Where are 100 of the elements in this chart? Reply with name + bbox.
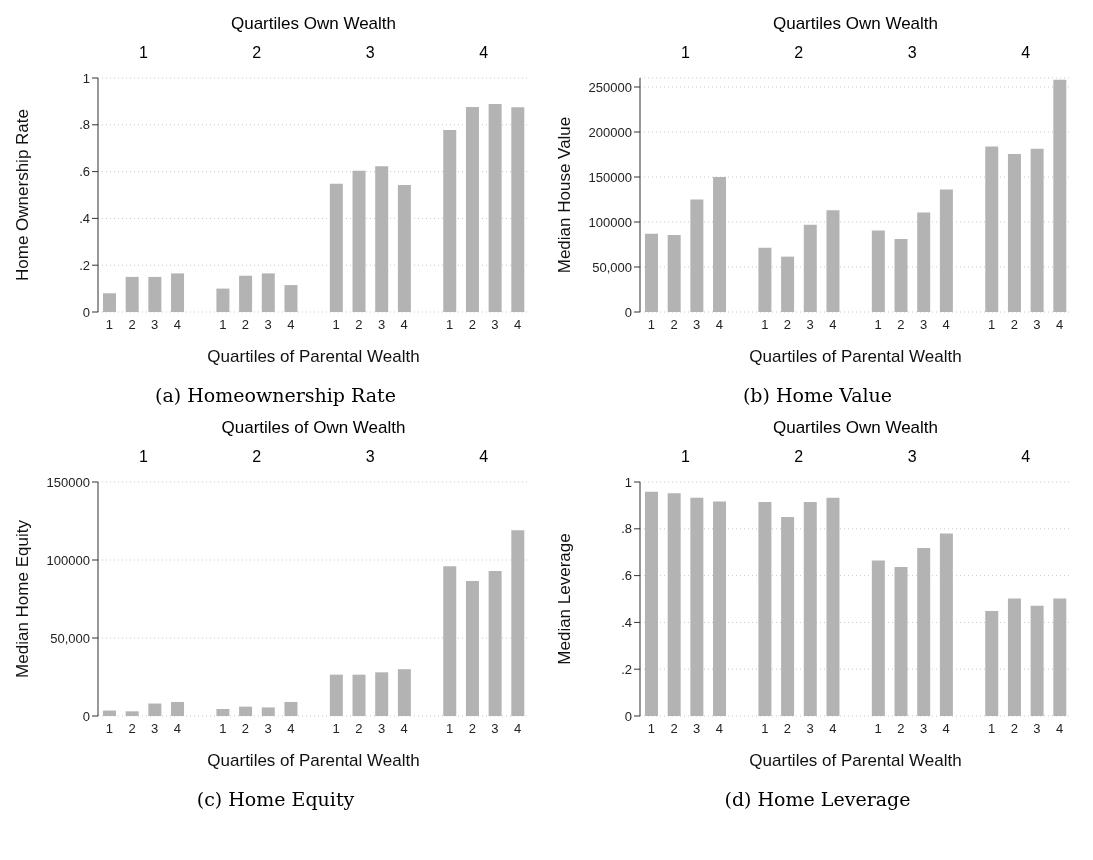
x-tick-label: 3 [264, 721, 272, 737]
y-axis-title: Median House Value [555, 116, 575, 274]
bar [826, 210, 840, 312]
x-axis-title: Quartiles of Parental Wealth [749, 347, 962, 366]
x-tick-label: 2 [355, 317, 363, 333]
x-tick-label: 3 [151, 721, 159, 737]
y-tick-label: 100000 [46, 552, 90, 568]
bar [443, 129, 457, 312]
x-tick-label: 2 [783, 317, 792, 333]
x-tick-label: 1 [219, 721, 227, 737]
x-tick-label: 4 [514, 317, 522, 333]
x-tick-label: 2 [241, 317, 250, 333]
x-tick-label: 4 [942, 317, 950, 333]
x-tick-label: 3 [693, 721, 701, 737]
bar [488, 570, 502, 716]
y-tick-label: 100000 [588, 214, 632, 230]
x-tick-label: 1 [874, 721, 882, 737]
bar [171, 273, 185, 312]
x-tick-label: 2 [670, 317, 678, 333]
bar [488, 103, 502, 312]
y-tick-label: 0 [624, 304, 632, 320]
x-tick-label: 1 [105, 721, 113, 737]
y-tick-label: .6 [621, 568, 632, 584]
x-tick-label: 3 [151, 317, 159, 333]
text: 3 [364, 44, 376, 62]
x2-axis-title: Quartiles Own Wealth [772, 418, 939, 438]
bar [1053, 79, 1067, 312]
bar [667, 235, 681, 312]
x-tick-label: 4 [942, 721, 950, 737]
x-tick-label: 4 [173, 317, 182, 333]
bar [125, 276, 139, 312]
text: (d) Home Leverage [723, 788, 912, 810]
x-tick-label: 2 [897, 317, 905, 333]
bar [465, 581, 479, 716]
y-tick-label: 150000 [46, 474, 90, 490]
bar [803, 224, 817, 312]
x-tick-label: 3 [1033, 721, 1041, 737]
y-tick-label: .8 [79, 117, 90, 133]
bar [465, 107, 479, 312]
bar [375, 672, 389, 716]
x-tick-label: 4 [400, 721, 408, 737]
bar [329, 183, 343, 312]
y-tick-label: .8 [621, 521, 632, 537]
text: (a) Homeownership Rate [154, 384, 397, 406]
bar [803, 502, 817, 716]
bar [375, 166, 389, 312]
text: 1 [679, 448, 691, 466]
bar [397, 184, 411, 312]
y-tick-label: 0 [82, 708, 90, 724]
x-tick-label: 1 [987, 317, 996, 333]
y-tick-label: 50,000 [50, 630, 90, 646]
text: 3 [906, 44, 918, 62]
text: 3 [906, 448, 918, 466]
x-tick-label: 2 [355, 721, 363, 737]
x-tick-label: 4 [287, 317, 295, 333]
x-tick-label: 4 [514, 721, 522, 737]
x-tick-label: 2 [1010, 317, 1018, 333]
y-tick-label: 50,000 [592, 259, 632, 275]
text: 4 [478, 44, 490, 62]
bar [1007, 598, 1021, 716]
x-tick-label: 1 [761, 317, 769, 333]
bar [939, 189, 953, 312]
text: 4 [1020, 44, 1032, 62]
bar [511, 530, 525, 716]
x-axis-title: Quartiles of Parental Wealth [207, 751, 420, 770]
text: 2 [251, 44, 263, 62]
x2-axis-title: Quartiles of Own Wealth [220, 418, 407, 438]
y-tick-label: 0 [82, 304, 90, 320]
text: 1 [137, 448, 149, 466]
x-tick-label: 3 [919, 317, 928, 333]
bar [1053, 598, 1067, 716]
x-tick-label: 4 [715, 721, 724, 737]
bar [329, 674, 343, 716]
bar [102, 710, 116, 716]
x-tick-label: 3 [693, 317, 701, 333]
x-tick-label: 4 [1056, 317, 1064, 333]
text: 4 [478, 448, 490, 466]
bar [1007, 154, 1021, 312]
x-tick-label: 4 [287, 721, 295, 737]
bar [667, 493, 681, 716]
x-tick-label: 2 [241, 721, 250, 737]
text: 1 [137, 44, 149, 62]
x-tick-label: 2 [468, 317, 476, 333]
bar [644, 233, 658, 312]
y-tick-label: 1 [82, 70, 90, 86]
bar [239, 275, 253, 312]
y-axis-title: Home Ownership Rate [13, 109, 33, 281]
y-axis-title: Median Home Equity [13, 519, 33, 678]
bar [917, 212, 931, 312]
bar [894, 566, 908, 716]
y-tick-label: 150000 [588, 169, 632, 185]
bar [1030, 148, 1044, 312]
bar [284, 701, 298, 716]
bar [443, 566, 457, 716]
bar [352, 674, 366, 716]
bar [758, 247, 772, 312]
text: 3 [364, 448, 376, 466]
x-tick-label: 4 [715, 317, 724, 333]
text: (c) Home Equity [195, 788, 356, 810]
x-axis-title: Quartiles of Parental Wealth [207, 347, 420, 366]
